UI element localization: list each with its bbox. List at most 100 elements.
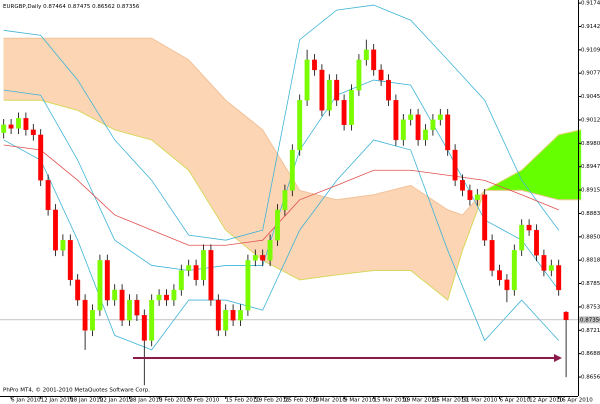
ohlc-low: 0.86562 [92, 4, 115, 10]
ohlc-close: 0.87356 [117, 4, 140, 10]
y-tick-label: 0.87859 [581, 281, 600, 287]
indicator-line [3, 4, 560, 241]
candle-body [534, 229, 539, 256]
candle-body [97, 260, 103, 311]
x-tick-label: 15 Mar 2010 [374, 398, 409, 404]
cloud-segment [40, 37, 78, 111]
candle-body [201, 250, 206, 281]
y-tick-label: 0.89155 [581, 188, 600, 194]
candle-body [297, 100, 303, 151]
candle-body [164, 294, 169, 301]
candle-body [378, 69, 384, 81]
price-label-box [579, 316, 600, 324]
chart-title: EURGBP,Daily 0.87464 0.87475 0.86562 0.8… [3, 4, 140, 10]
y-tick-label: 0.88831 [581, 211, 600, 217]
candle-body [208, 250, 214, 301]
indicator-line [3, 79, 560, 291]
candle-body [53, 209, 58, 251]
candle-body [430, 119, 436, 130]
candle-body [267, 240, 273, 261]
candle-body [1, 124, 7, 133]
candle-body [319, 69, 325, 111]
candle-body [393, 100, 399, 141]
indicator-line [3, 144, 559, 246]
candle-body [400, 119, 406, 141]
x-tick-label: 31 Mar 2010 [463, 398, 498, 404]
candle-body [60, 240, 66, 251]
candle-body [215, 299, 221, 331]
candle-body [260, 255, 266, 261]
annotation-arrow [133, 354, 562, 362]
y-tick-label: 0.90451 [581, 94, 600, 100]
candle-body [178, 270, 184, 291]
candle-body [423, 129, 428, 141]
y-tick-label: 0.86563 [581, 375, 600, 381]
x-tick-label: 18 Jan 2010 [70, 398, 103, 404]
candle-body [312, 59, 317, 71]
candle-body [282, 190, 288, 211]
candle-body [112, 289, 118, 301]
candle-body [156, 294, 162, 301]
candle-body [30, 129, 36, 136]
candle-body [489, 240, 495, 271]
y-tick-label: 0.91423 [581, 24, 600, 30]
candle-body [252, 255, 258, 261]
candle-body [408, 114, 414, 120]
indicator-line [3, 139, 559, 351]
candle-body [119, 289, 125, 321]
price-label: 0.87356 [580, 317, 600, 323]
candle-body [504, 279, 510, 291]
candle-body [134, 299, 140, 316]
candle-body [467, 190, 473, 200]
x-tick-label: 9 Mar 2010 [344, 398, 376, 404]
candle-body [82, 299, 88, 331]
candle-body [415, 114, 421, 141]
x-tick-label: 22 Jan 2010 [100, 398, 133, 404]
candle-body [356, 59, 362, 91]
candle-body [8, 124, 14, 129]
candle-body [23, 118, 29, 130]
x-tick-label: 12 Apr 2010 [529, 398, 564, 404]
candle-body [519, 224, 525, 251]
candle-body [75, 279, 81, 301]
candle-body [304, 59, 310, 101]
y-tick-label: 0.91099 [581, 47, 600, 53]
candle-body [245, 260, 251, 311]
cloud-segment [373, 185, 411, 271]
y-tick-label: 0.88507 [581, 234, 600, 240]
ohlc-high: 0.87475 [68, 4, 91, 10]
candle-body [445, 114, 451, 151]
candle-body [104, 260, 110, 301]
candle-body [482, 194, 488, 241]
x-tick-label: 3 Feb 2010 [159, 398, 190, 404]
y-tick-label: 0.88183 [581, 258, 600, 264]
cloud-edge [3, 37, 581, 216]
x-tick-label: 25 Feb 2010 [285, 398, 320, 404]
candle-body [371, 49, 377, 71]
candle-body [349, 90, 354, 125]
candle-body [186, 265, 192, 271]
y-tick-label: 0.90127 [581, 117, 600, 123]
candle-body [223, 310, 229, 331]
x-tick-label: 6 Jan 2010 [11, 398, 41, 404]
candle-body [334, 79, 340, 101]
candle-body [526, 224, 532, 231]
x-tick-label: 15 Feb 2010 [226, 398, 261, 404]
cloud-segment [114, 37, 152, 141]
candle-body [497, 270, 502, 281]
candle-body [563, 311, 569, 320]
y-tick-label: 0.87535 [581, 304, 600, 310]
y-tick-label: 0.89803 [581, 141, 600, 147]
candle-body [511, 250, 517, 291]
candle-body [275, 209, 280, 241]
candle-body [474, 194, 480, 200]
candle-body [38, 134, 44, 181]
candle-body [326, 79, 332, 111]
y-tick-label: 0.90775 [581, 71, 600, 77]
arrow-head [554, 354, 562, 362]
candle-body [437, 114, 443, 120]
candle-body [386, 79, 391, 101]
x-tick-label: 6 Apr 2010 [500, 398, 531, 404]
symbol: EURGBP,Daily [3, 4, 42, 10]
